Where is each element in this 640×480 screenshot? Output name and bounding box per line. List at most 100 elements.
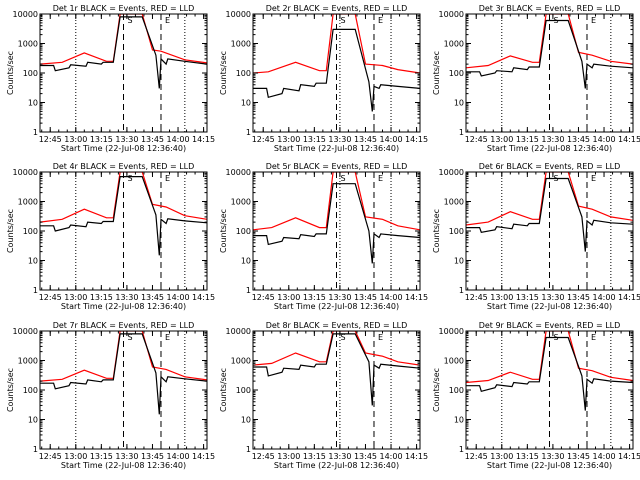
x-tick-label: 12:45 — [252, 293, 275, 302]
y-tick-label: 1 — [459, 128, 464, 137]
start-marker-label: S — [128, 333, 133, 342]
y-axis-title: Counts/sec — [6, 51, 15, 95]
start-marker-label: S — [128, 174, 133, 183]
x-tick-label: 13:00 — [490, 452, 513, 461]
y-tick-label: 10 — [241, 416, 251, 425]
lld-rate-line — [466, 172, 633, 226]
x-tick-label: 13:00 — [64, 452, 87, 461]
y-tick-label: 1 — [33, 445, 38, 454]
x-axis-title: Start Time (22-Jul-08 12:36:40) — [487, 461, 612, 470]
start-marker-label: S — [341, 174, 346, 183]
y-axis-title: Counts/sec — [219, 209, 228, 253]
panel-1: Det 1r BLACK = Events, RED = LLD S E 1 10 100… — [6, 4, 215, 153]
y-tick-label: 10 — [28, 99, 38, 108]
x-tick-label: 13:45 — [354, 452, 377, 461]
panel-4: Det 4r BLACK = Events, RED = LLD S E 1 10 100… — [6, 162, 215, 311]
x-tick-label: 12:45 — [465, 135, 488, 144]
y-tick-label: 100 — [449, 69, 464, 78]
y-tick-label: 10000 — [226, 168, 251, 177]
y-tick-label: 10000 — [226, 327, 251, 336]
x-tick-label: 13:15 — [516, 293, 539, 302]
y-tick-label: 1000 — [231, 357, 251, 366]
events-rate-line — [253, 333, 420, 406]
x-axis-title: Start Time (22-Jul-08 12:36:40) — [61, 461, 186, 470]
y-tick-label: 1000 — [18, 40, 38, 49]
x-tick-label: 14:15 — [618, 135, 640, 144]
y-tick-label: 10000 — [439, 168, 464, 177]
panel-7: Det 7r BLACK = Events, RED = LLD S E 1 10 100… — [6, 321, 215, 470]
lld-rate-line — [253, 14, 420, 74]
y-tick-label: 10000 — [13, 10, 38, 19]
y-axis-title: Counts/sec — [432, 51, 441, 95]
x-tick-label: 14:15 — [192, 293, 215, 302]
y-tick-label: 1 — [33, 286, 38, 295]
x-tick-label: 14:15 — [192, 452, 215, 461]
x-tick-label: 13:45 — [567, 135, 590, 144]
x-tick-label: 13:15 — [516, 452, 539, 461]
x-tick-label: 14:15 — [405, 452, 428, 461]
panel-title: Det 4r BLACK = Events, RED = LLD — [53, 162, 195, 171]
x-tick-label: 14:15 — [405, 135, 428, 144]
x-tick-label: 12:45 — [39, 135, 62, 144]
x-tick-label: 14:15 — [618, 452, 640, 461]
x-axis-title: Start Time (22-Jul-08 12:36:40) — [61, 302, 186, 311]
start-marker-label: S — [341, 333, 346, 342]
x-tick-label: 12:45 — [39, 452, 62, 461]
x-tick-label: 13:45 — [354, 135, 377, 144]
x-tick-label: 13:00 — [64, 135, 87, 144]
end-marker-label: E — [591, 174, 596, 183]
y-tick-label: 1 — [246, 128, 251, 137]
y-tick-label: 10 — [454, 257, 464, 266]
y-tick-label: 1000 — [444, 198, 464, 207]
y-axis-title: Counts/sec — [432, 209, 441, 253]
y-axis-title: Counts/sec — [219, 368, 228, 412]
end-marker-label: E — [378, 16, 383, 25]
y-tick-label: 10000 — [439, 327, 464, 336]
x-tick-label: 13:30 — [328, 452, 351, 461]
end-marker-label: E — [165, 333, 170, 342]
x-axis-title: Start Time (22-Jul-08 12:36:40) — [274, 144, 399, 153]
x-tick-label: 13:15 — [90, 452, 113, 461]
panel-title: Det 7r BLACK = Events, RED = LLD — [53, 321, 195, 330]
x-tick-label: 14:00 — [166, 135, 189, 144]
y-tick-label: 10 — [241, 99, 251, 108]
y-tick-label: 100 — [23, 386, 38, 395]
x-tick-label: 14:00 — [379, 135, 402, 144]
x-tick-label: 13:15 — [516, 135, 539, 144]
lld-rate-line — [40, 14, 207, 65]
x-axis-title: Start Time (22-Jul-08 12:36:40) — [274, 461, 399, 470]
panel-title: Det 5r BLACK = Events, RED = LLD — [266, 162, 408, 171]
y-tick-label: 1 — [459, 445, 464, 454]
panel-title: Det 9r BLACK = Events, RED = LLD — [479, 321, 621, 330]
x-tick-label: 13:45 — [354, 293, 377, 302]
y-axis-title: Counts/sec — [219, 51, 228, 95]
end-marker-label: E — [591, 333, 596, 342]
x-tick-label: 13:15 — [90, 135, 113, 144]
x-tick-label: 13:30 — [115, 135, 138, 144]
x-tick-label: 14:15 — [192, 135, 215, 144]
x-tick-label: 12:45 — [252, 452, 275, 461]
end-marker-label: E — [378, 333, 383, 342]
lld-rate-line — [466, 14, 633, 69]
x-axis-title: Start Time (22-Jul-08 12:36:40) — [487, 144, 612, 153]
y-tick-label: 1000 — [18, 357, 38, 366]
y-tick-label: 100 — [449, 227, 464, 236]
x-tick-label: 13:30 — [541, 135, 564, 144]
y-axis-title: Counts/sec — [6, 209, 15, 253]
x-tick-label: 13:45 — [567, 293, 590, 302]
panel-title: Det 8r BLACK = Events, RED = LLD — [266, 321, 408, 330]
y-tick-label: 1000 — [231, 40, 251, 49]
lld-rate-line — [466, 331, 633, 384]
x-tick-label: 14:15 — [405, 293, 428, 302]
x-tick-label: 13:15 — [90, 293, 113, 302]
lld-rate-line — [253, 172, 420, 231]
events-rate-line — [466, 19, 633, 89]
x-tick-label: 14:00 — [166, 293, 189, 302]
panel-title: Det 1r BLACK = Events, RED = LLD — [53, 4, 195, 13]
panel-title: Det 3r BLACK = Events, RED = LLD — [479, 4, 621, 13]
x-tick-label: 13:15 — [303, 452, 326, 461]
panel-2: Det 2r BLACK = Events, RED = LLD S E 1 10 100… — [219, 4, 428, 153]
y-tick-label: 1000 — [444, 357, 464, 366]
